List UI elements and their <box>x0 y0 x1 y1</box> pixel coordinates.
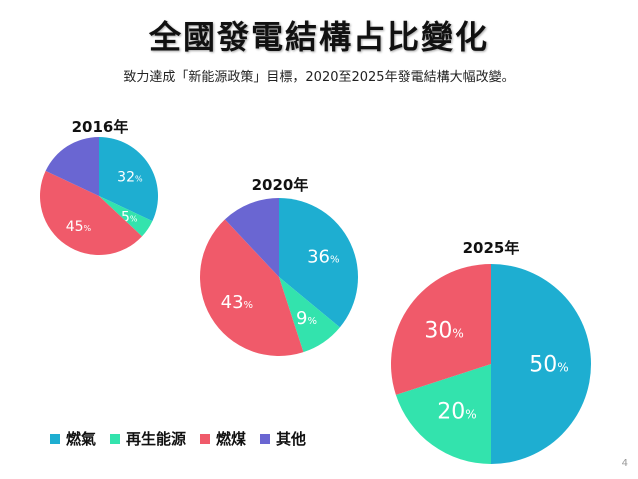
pie-label-1-coal: 43% <box>221 292 253 313</box>
page-subtitle: 致力達成「新能源政策」目標，2020至2025年發電結構大幅改變。 <box>123 70 515 85</box>
legend-item-other: 其他 <box>260 428 306 449</box>
legend-swatch-coal <box>200 433 211 444</box>
pie-slice-1-coal <box>200 219 304 356</box>
pie-title-1: 2020年 <box>252 176 309 194</box>
pie-slice-2-gas <box>491 264 591 464</box>
pie-label-1-renewable: 9% <box>296 308 317 329</box>
pie-slice-0-gas <box>99 137 158 222</box>
pie-label-0-gas: 32% <box>117 169 143 185</box>
pie-label-2-coal: 30% <box>424 319 463 344</box>
legend-label-other: 其他 <box>276 430 307 448</box>
pie-label-0-renewable: 5% <box>121 209 138 225</box>
pie-slice-1-gas <box>279 198 359 328</box>
pie-label-1-gas: 36% <box>307 246 339 267</box>
pie-slice-0-renewable <box>99 196 153 237</box>
legend-item-renewable: 再生能源 <box>110 428 186 449</box>
pie-label-2-gas: 50% <box>529 353 568 378</box>
legend: 燃氣 再生能源 燃煤 其他 <box>50 428 306 449</box>
pie-title-2: 2025年 <box>463 239 520 257</box>
pie-slice-2-coal <box>391 264 491 395</box>
legend-swatch-gas <box>50 433 60 444</box>
legend-item-gas: 燃氣 <box>50 428 96 449</box>
pie-label-2-renewable: 20% <box>437 400 476 425</box>
pie-slice-2-renewable <box>395 364 491 464</box>
pie-slice-1-renewable <box>279 277 340 353</box>
pie-slice-1-other <box>224 198 279 277</box>
legend-label-coal: 燃煤 <box>216 430 247 448</box>
legend-swatch-other <box>260 433 271 444</box>
pie-slice-0-coal <box>40 170 143 255</box>
legend-swatch-renewable <box>110 433 121 444</box>
legend-label-gas: 燃氣 <box>66 430 97 448</box>
pie-label-0-coal: 45% <box>66 219 92 235</box>
legend-item-coal: 燃煤 <box>200 428 246 449</box>
pie-slice-0-other <box>45 137 99 196</box>
legend-label-renewable: 再生能源 <box>126 430 187 448</box>
page-title: 全國發電結構占比變化 <box>148 18 489 56</box>
page-number: 4 <box>621 458 628 469</box>
pie-title-0: 2016年 <box>72 118 129 136</box>
